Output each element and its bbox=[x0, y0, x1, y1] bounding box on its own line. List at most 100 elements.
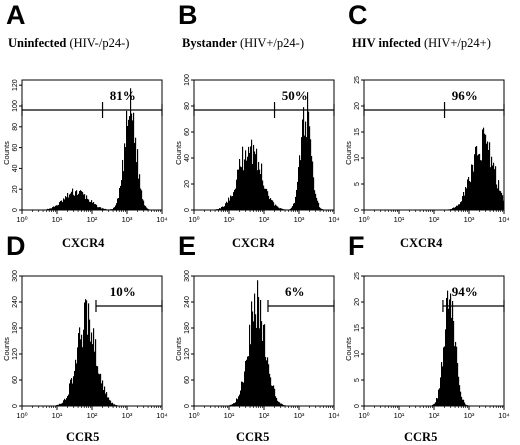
histogram-bin bbox=[255, 314, 257, 406]
histogram-bin bbox=[47, 208, 49, 210]
histogram-bin bbox=[268, 195, 270, 210]
histogram-b: 0 20 40 60 80 100 10⁰ 10¹ 10² 10³ 10⁴ Counts 50% bbox=[174, 74, 340, 224]
histogram-bin bbox=[256, 148, 258, 210]
histogram-bin bbox=[238, 396, 240, 406]
histogram-bin bbox=[102, 380, 104, 406]
histogram-bin bbox=[496, 184, 498, 210]
histogram-bin bbox=[320, 208, 322, 210]
x-axis-label: CCR5 bbox=[66, 430, 100, 444]
histogram-bin bbox=[266, 360, 268, 406]
histogram-bin bbox=[291, 207, 293, 210]
histogram-bin bbox=[121, 180, 123, 210]
y-axis-label: Counts bbox=[344, 141, 353, 165]
x-tick-label: 10⁴ bbox=[156, 411, 168, 420]
histogram-bin bbox=[229, 405, 231, 406]
histogram-bin bbox=[322, 209, 324, 210]
histogram-bin bbox=[272, 386, 274, 406]
histogram-bin bbox=[276, 398, 278, 406]
histogram-bin bbox=[454, 207, 456, 210]
histogram-bin bbox=[146, 207, 148, 210]
y-tick-label: 300 bbox=[184, 270, 191, 282]
histogram-bars bbox=[432, 290, 469, 406]
histogram-bin bbox=[281, 208, 283, 210]
x-axis-label: CCR5 bbox=[236, 430, 270, 444]
histogram-bin bbox=[269, 373, 271, 406]
histogram-bin bbox=[261, 321, 263, 406]
histogram-bin bbox=[458, 376, 460, 406]
histogram-bin bbox=[133, 112, 135, 210]
histogram-bin bbox=[63, 400, 65, 406]
histogram-bin bbox=[301, 137, 303, 210]
histogram-bin bbox=[241, 381, 243, 406]
histogram-bin bbox=[443, 347, 445, 406]
column-title-bystander: Bystander (HIV+/p24-) bbox=[182, 36, 304, 50]
histogram-bin bbox=[107, 397, 109, 406]
histogram-bin bbox=[284, 209, 286, 210]
x-tick-label: 10⁰ bbox=[358, 215, 369, 224]
histogram-bin bbox=[274, 388, 276, 406]
histogram-bin bbox=[102, 208, 104, 210]
histogram-bin bbox=[114, 207, 116, 210]
histogram-bin bbox=[225, 203, 227, 210]
histogram-bin bbox=[89, 201, 91, 210]
histogram-bin bbox=[92, 344, 94, 406]
histogram-bin bbox=[470, 182, 472, 210]
histogram-bin bbox=[462, 196, 464, 210]
y-tick-label: 5 bbox=[354, 378, 361, 382]
histogram-bin bbox=[115, 405, 117, 406]
histogram-bin bbox=[235, 402, 237, 406]
histogram-bin bbox=[57, 404, 59, 406]
gate-percentage: 96% bbox=[452, 88, 478, 103]
histogram-bin bbox=[65, 399, 67, 406]
histogram-bin bbox=[114, 404, 116, 406]
histogram-bin bbox=[219, 208, 221, 210]
histogram-bin bbox=[226, 201, 228, 210]
x-tick-label: 10⁴ bbox=[498, 215, 510, 224]
histogram-bin bbox=[65, 196, 67, 210]
histogram-bin bbox=[479, 153, 481, 210]
histogram-bin bbox=[232, 196, 234, 210]
histogram-bin bbox=[90, 201, 92, 210]
histogram-bin bbox=[254, 151, 256, 210]
histogram-bars bbox=[229, 280, 287, 406]
x-tick-label: 10⁴ bbox=[498, 411, 510, 420]
histogram-bin bbox=[106, 392, 108, 406]
histogram-bin bbox=[76, 363, 78, 406]
histogram-bin bbox=[241, 167, 243, 210]
histogram-bin bbox=[275, 396, 277, 406]
histogram-bin bbox=[220, 208, 222, 210]
histogram-bin bbox=[147, 208, 149, 210]
histogram-bin bbox=[90, 341, 92, 406]
histogram-bin bbox=[117, 198, 119, 210]
histogram-bin bbox=[234, 189, 236, 210]
y-axis-label: Counts bbox=[174, 337, 183, 361]
x-tick-label: 10² bbox=[429, 215, 440, 224]
histogram-bin bbox=[263, 324, 265, 406]
histogram-bin bbox=[253, 321, 255, 406]
histogram-bin bbox=[67, 396, 69, 406]
histogram-bin bbox=[228, 197, 230, 210]
y-tick-label: 0 bbox=[12, 208, 19, 212]
histogram-bin bbox=[246, 359, 248, 406]
histogram-bin bbox=[81, 191, 83, 210]
gate-percentage: 10% bbox=[110, 284, 136, 299]
histogram-bin bbox=[257, 170, 259, 210]
histogram-bin bbox=[79, 190, 81, 210]
x-tick-label: 10¹ bbox=[394, 411, 405, 420]
histogram-bin bbox=[456, 205, 458, 210]
y-tick-label: 0 bbox=[354, 404, 361, 408]
histogram-bin bbox=[267, 191, 269, 210]
y-tick-label: 120 bbox=[12, 79, 19, 91]
histogram-bin bbox=[62, 402, 64, 406]
gate-percentage: 81% bbox=[110, 88, 136, 103]
histogram-d: 0 60 120 180 240 300 10⁰ 10¹ 10² 10³ 10⁴ Counts 10% bbox=[2, 270, 168, 420]
histogram-bin bbox=[247, 356, 249, 406]
histogram-bin bbox=[242, 146, 244, 210]
histogram-bin bbox=[70, 379, 72, 406]
x-axis-label: CXCR4 bbox=[400, 236, 443, 250]
histogram-bin bbox=[269, 199, 271, 210]
histogram-bin bbox=[92, 202, 94, 210]
x-axis-label: CXCR4 bbox=[62, 236, 105, 250]
histogram-bin bbox=[110, 209, 112, 210]
histogram-bin bbox=[262, 180, 264, 210]
